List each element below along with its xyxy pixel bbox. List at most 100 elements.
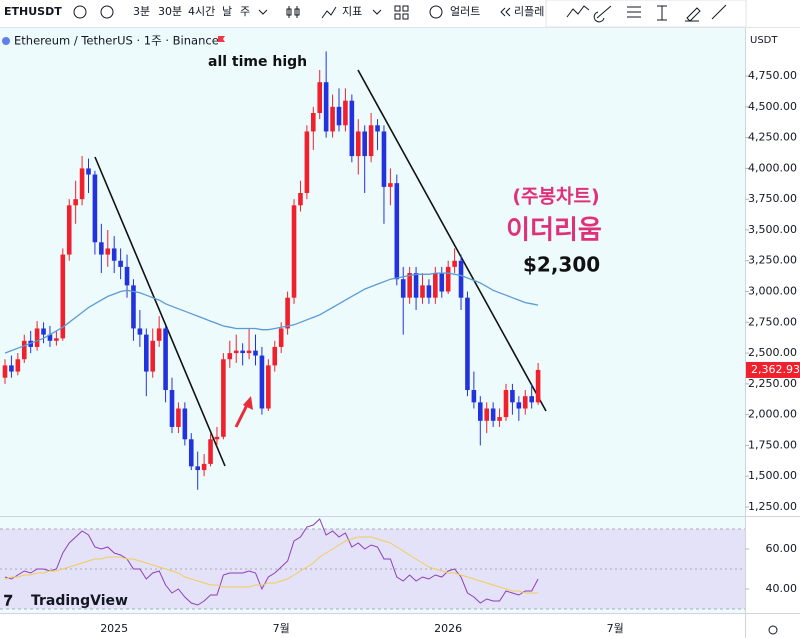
candle-body — [516, 402, 522, 409]
candle-body — [214, 436, 220, 440]
y-tick-label: 3,750.00 — [748, 192, 797, 205]
indicators-menu[interactable] — [372, 9, 382, 15]
indicators[interactable]: 지표 — [342, 5, 362, 18]
candle-body — [291, 205, 297, 298]
candle-body — [362, 131, 367, 157]
candle-body — [124, 266, 130, 286]
interval[interactable]: 4시간 — [188, 5, 215, 18]
y-tick-label: 4,000.00 — [748, 161, 797, 174]
draw-tool[interactable] — [566, 5, 590, 18]
trend-line — [357, 69, 547, 412]
drawing-toolbar — [545, 0, 747, 28]
x-tick-label: 7월 — [607, 622, 624, 635]
y-tick-label: 4,750.00 — [748, 69, 797, 82]
candle-body — [497, 417, 502, 421]
interval[interactable]: 주 — [240, 5, 250, 18]
candle-body — [445, 266, 451, 292]
alert-icon[interactable] — [429, 5, 443, 19]
candle-body — [79, 168, 85, 200]
candle-body — [233, 350, 239, 354]
candle-body — [99, 242, 104, 255]
draw-tool[interactable] — [685, 7, 701, 22]
symbol[interactable]: ETHUSDT — [4, 5, 62, 18]
interval[interactable]: 3분 — [133, 5, 150, 18]
candle-body — [484, 408, 490, 421]
interval-menu[interactable] — [258, 9, 268, 15]
y-tick-label: 1,500.00 — [748, 469, 797, 482]
candle-body — [195, 466, 200, 471]
compare-icon[interactable] — [73, 5, 87, 19]
candle-body — [2, 365, 8, 378]
currency[interactable]: USDT — [750, 35, 778, 46]
settings-icon[interactable] — [768, 625, 778, 635]
watermark: TradingView — [31, 593, 128, 609]
candle-body — [522, 396, 528, 409]
y-tick-label: 1,250.00 — [748, 500, 797, 513]
candle-body — [381, 131, 387, 187]
draw-tool[interactable] — [593, 5, 612, 23]
candle-body — [156, 328, 162, 341]
arrow-head — [243, 396, 253, 410]
replay[interactable]: 리플레 — [514, 5, 544, 18]
candle-body — [407, 273, 412, 298]
candle-body — [208, 439, 213, 464]
candle-body — [60, 254, 66, 339]
candle-body — [490, 408, 496, 421]
draw-tool[interactable] — [711, 4, 727, 20]
layouts-icon[interactable] — [394, 5, 409, 20]
candle-body — [343, 100, 348, 126]
y-tick-label: 60.00 — [766, 542, 798, 555]
draw-tool[interactable] — [627, 6, 641, 18]
candle-body — [413, 273, 419, 298]
chart-type-icon[interactable] — [286, 6, 300, 18]
replay-icon[interactable] — [500, 7, 511, 17]
y-tick-label: 2,000.00 — [748, 408, 797, 421]
interval[interactable]: 30분 — [158, 5, 182, 18]
candle-body — [188, 439, 194, 467]
y-tick-label: 2,250.00 — [748, 377, 797, 390]
candle-body — [131, 285, 136, 329]
indicators-icon[interactable] — [321, 6, 337, 19]
candle-body — [420, 285, 425, 298]
candle-body — [41, 328, 46, 335]
interval[interactable]: 날 — [222, 5, 232, 18]
candle-body — [73, 199, 78, 206]
candle-body — [66, 205, 72, 255]
series-line — [4, 518, 539, 606]
candle-body — [478, 402, 483, 421]
candle-body — [304, 131, 310, 194]
y-tick-label: 4,250.00 — [748, 131, 797, 144]
series-line — [4, 536, 539, 594]
candle-body — [246, 350, 252, 354]
price-tag-label: 2,362.93 — [751, 363, 800, 376]
add-symbol-icon[interactable] — [100, 5, 114, 19]
y-tick-label: 3,500.00 — [748, 223, 797, 236]
candle-body — [9, 365, 14, 372]
annotation: 이더리움 — [506, 216, 602, 246]
candle-body — [465, 297, 470, 391]
symbol-icon — [2, 37, 10, 45]
y-tick-label: 2,500.00 — [748, 346, 797, 359]
draw-tool[interactable] — [657, 5, 667, 21]
candle-body — [86, 168, 91, 175]
candle-body — [426, 285, 432, 298]
candle-body — [253, 350, 258, 356]
candle-body — [471, 390, 477, 403]
candle-body — [317, 82, 323, 113]
candle-body — [105, 248, 111, 255]
candle-body — [34, 328, 40, 347]
candle-body — [439, 273, 445, 292]
candle-body — [201, 463, 207, 471]
candle-body — [169, 390, 175, 427]
price-tag — [746, 361, 800, 378]
candle-body — [433, 273, 438, 298]
alerts[interactable]: 얼러트 — [450, 4, 480, 18]
candle-body — [15, 359, 21, 372]
candle-body — [176, 408, 181, 427]
candle-body — [111, 248, 117, 261]
candle-body — [54, 338, 59, 341]
candle-body — [503, 390, 509, 418]
candle-body — [47, 334, 53, 341]
main-pane — [0, 28, 745, 516]
